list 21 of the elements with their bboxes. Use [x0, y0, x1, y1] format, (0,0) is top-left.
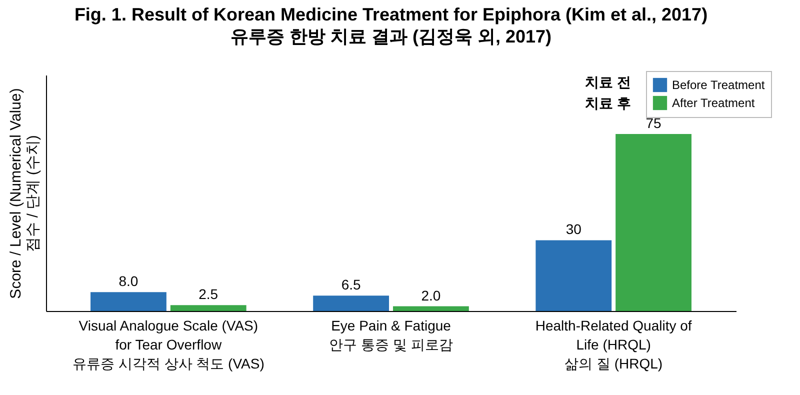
bar [536, 240, 612, 311]
data-label: 6.5 [341, 276, 361, 293]
bar [90, 292, 166, 311]
data-label: 30 [566, 221, 582, 238]
annotation: 치료 후 [585, 94, 631, 113]
x-tick-label: Eye Pain & Fatigue 안구 통증 및 피로감 [329, 318, 453, 352]
legend-label: After Treatment [672, 96, 756, 110]
bar [170, 305, 246, 311]
legend-label: Before Treatment [672, 78, 766, 92]
data-label: 2.0 [421, 287, 441, 304]
x-tick-label: Visual Analogue Scale (VAS) for Tear Overflow 유류증 시각적 상사 척도 (VAS) [72, 318, 264, 372]
bar [393, 306, 469, 311]
bar [313, 296, 389, 311]
y-axis-title: Score / Level (Numerical Value) 점수 / 단계 (수치) [8, 88, 42, 299]
x-tick-label: Health-Related Quality of Life (HRQL) 삶의 질 (HRQL) [535, 318, 692, 372]
data-label: 75 [646, 115, 662, 131]
annotation: 치료 전 [585, 73, 631, 92]
bar [616, 134, 692, 311]
data-label: 8.0 [118, 273, 138, 290]
chart-title: Fig. 1. Result of Korean Medicine Treatment for Epiphora (Kim et al., 2017) 유루증 한방 치료 결과 (김정욱 외, 2017) [74, 4, 708, 46]
data-label: 2.5 [198, 286, 218, 302]
